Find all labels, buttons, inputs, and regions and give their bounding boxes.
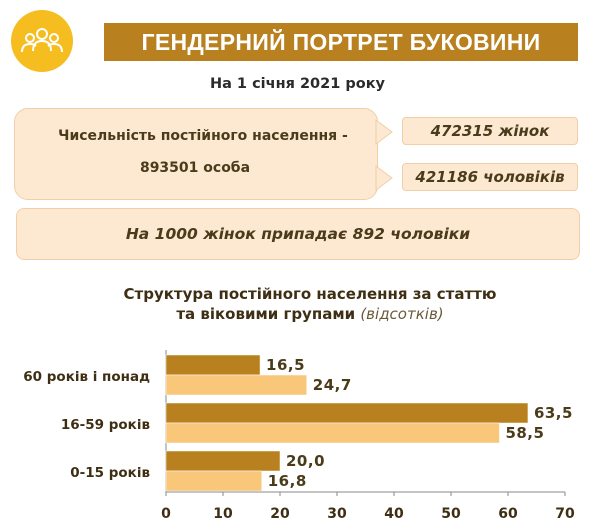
bar [165, 422, 500, 444]
x-tick-label: 20 [270, 506, 290, 522]
x-tick-label: 0 [161, 506, 171, 522]
bar [165, 354, 261, 376]
men-count: 421186 чоловіків [402, 163, 578, 191]
arrow-men-icon [375, 165, 393, 191]
chart-title-line1: Структура постійного населення за статтю [123, 285, 497, 303]
population-total: 893501 особа [139, 160, 251, 176]
category-label: 16-59 років [61, 417, 150, 433]
gender-ratio: На 1000 жінок припадає 892 чоловіки [16, 208, 580, 260]
chart-unit: (відсотків) [360, 305, 444, 323]
data-label: 16,5 [266, 356, 305, 374]
bar [165, 402, 529, 424]
arrow-women-icon [375, 119, 393, 145]
population-callout [14, 108, 378, 200]
data-label: 58,5 [505, 424, 544, 442]
bar [165, 470, 263, 492]
bar [165, 374, 308, 396]
women-count: 472315 жінок [402, 117, 578, 145]
data-label: 16,8 [268, 472, 307, 490]
logo [11, 10, 73, 72]
page-title: ГЕНДЕРНИЙ ПОРТРЕТ БУКОВИНИ [104, 23, 578, 61]
x-tick-label: 40 [384, 506, 404, 522]
x-tick-label: 30 [327, 506, 347, 522]
callout-pointer-layer [375, 119, 393, 191]
category-label: 60 років і понад [23, 369, 150, 385]
people-group-icon [21, 28, 63, 53]
x-tick-label: 60 [498, 506, 518, 522]
date-subtitle: На 1 січня 2021 року [209, 76, 386, 92]
data-label: 63,5 [534, 404, 573, 422]
x-tick-label: 70 [555, 506, 575, 522]
category-label: 0-15 років [70, 465, 150, 481]
bar [165, 450, 281, 472]
x-tick-label: 10 [213, 506, 233, 522]
population-label: Чисельність постійного населення - [58, 128, 348, 144]
data-label: 24,7 [313, 376, 352, 394]
x-tick-label: 50 [441, 506, 461, 522]
chart-title-line2: та віковими групами (відсотків) [0, 305, 595, 323]
chart-title-text: та віковими групами [176, 305, 356, 323]
data-label: 20,0 [286, 452, 325, 470]
